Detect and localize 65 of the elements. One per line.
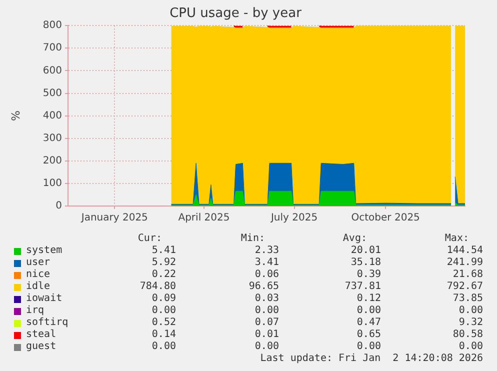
y-tick-label: 600 xyxy=(42,65,62,76)
text: 0.39 xyxy=(356,269,381,281)
text: 0.12 xyxy=(356,293,381,305)
text: 784.80 xyxy=(140,281,176,293)
legend-label: idle xyxy=(26,281,50,293)
y-tick-label: 200 xyxy=(42,155,62,166)
text: Cur: xyxy=(138,233,162,245)
text: 0.03 xyxy=(254,293,279,305)
text: Avg: xyxy=(342,233,367,245)
text: 0.47 xyxy=(356,317,381,329)
text: 0.65 xyxy=(356,329,381,341)
text: 0.06 xyxy=(254,269,279,281)
legend-label: softirq xyxy=(26,317,68,329)
y-tick-label: 300 xyxy=(42,132,62,144)
x-tick-label: January 2025 xyxy=(80,212,148,224)
legend-label: system xyxy=(26,245,62,257)
text: 21.68 xyxy=(452,269,483,281)
text: 0.01 xyxy=(254,329,279,341)
text: 0.00 xyxy=(458,305,483,317)
text: 0.22 xyxy=(152,269,176,281)
text: 35.18 xyxy=(350,257,381,269)
text: 0.00 xyxy=(254,341,279,353)
text: 0.14 xyxy=(152,329,176,341)
text: 144.54 xyxy=(446,245,483,257)
text: 5.41 xyxy=(152,245,176,257)
text: 20.01 xyxy=(350,245,381,257)
text: 241.99 xyxy=(446,257,483,269)
y-tick-label: 0 xyxy=(56,200,62,212)
legend-label: user xyxy=(26,257,50,269)
text: Min: xyxy=(240,233,265,245)
text: 0.00 xyxy=(254,305,279,317)
x-tick-label: October 2025 xyxy=(351,212,420,224)
text: 96.65 xyxy=(248,281,279,293)
y-axis-title: % xyxy=(9,110,22,122)
text: 0.00 xyxy=(458,341,483,353)
text: 737.81 xyxy=(344,281,381,293)
text: 80.58 xyxy=(452,329,483,341)
y-tick-label: 400 xyxy=(42,110,62,122)
y-tick-label: 700 xyxy=(42,42,62,54)
legend-label: irq xyxy=(26,305,44,317)
legend-label: nice xyxy=(26,269,50,281)
y-tick-label: 100 xyxy=(42,178,62,190)
text: 73.85 xyxy=(452,293,483,305)
y-tick-label: 500 xyxy=(42,88,62,99)
x-tick-label: July 2025 xyxy=(270,212,318,224)
text: 2.33 xyxy=(254,245,279,257)
x-tick-label: April 2025 xyxy=(178,212,230,224)
text: 0.00 xyxy=(152,341,176,353)
y-tick-label: 800 xyxy=(42,20,62,32)
text: 9.32 xyxy=(458,317,483,329)
legend-label: iowait xyxy=(26,293,62,305)
text: 5.92 xyxy=(152,257,176,269)
text: 0.52 xyxy=(152,317,176,329)
text: 0.00 xyxy=(356,305,381,317)
text: 0.00 xyxy=(356,341,381,353)
text: Max: xyxy=(444,233,469,245)
legend-label: steal xyxy=(26,329,56,341)
legend-label: guest xyxy=(26,341,56,353)
chart-title: CPU usage - by year xyxy=(170,6,302,22)
text: 792.67 xyxy=(446,281,483,293)
text: 0.00 xyxy=(152,305,176,317)
text: 0.09 xyxy=(152,293,176,305)
text: 0.07 xyxy=(254,317,279,329)
text: 3.41 xyxy=(254,257,279,269)
text: Last update: Fri Jan 2 14:20:08 2026 xyxy=(260,353,483,365)
